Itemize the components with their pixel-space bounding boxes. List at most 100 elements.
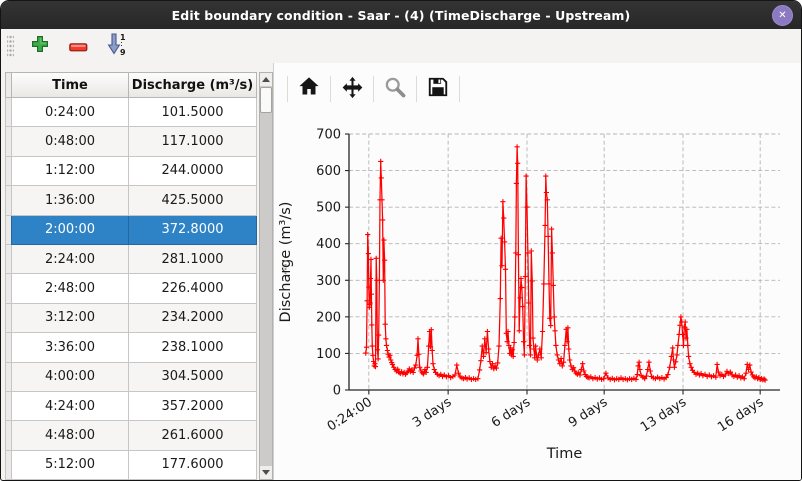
row-header-strip[interactable]: [5, 244, 11, 275]
discharge-cell[interactable]: 281.1000: [129, 244, 257, 275]
xtick-label: 6 days: [489, 395, 533, 431]
discharge-cell[interactable]: 425.5000: [129, 186, 257, 216]
column-header-discharge[interactable]: Discharge (m³/s): [129, 72, 257, 98]
table-row[interactable]: 4:00:00 304.5000: [5, 362, 257, 392]
row-header-strip[interactable]: [5, 215, 11, 245]
table-row[interactable]: 4:48:00 261.6000: [5, 421, 257, 451]
time-cell[interactable]: 1:12:00: [11, 156, 129, 187]
figure-canvas[interactable]: 0 100 200 300 400 500 600 700 0:24:00 3 days 6 day…: [274, 107, 801, 480]
remove-row-button[interactable]: [66, 34, 90, 58]
table-header: Time Discharge (m³/s): [5, 72, 257, 98]
plot-toolbar: [274, 71, 801, 107]
home-button[interactable]: [295, 75, 323, 103]
splitter-handle[interactable]: [284, 259, 287, 275]
time-cell[interactable]: 0:48:00: [11, 127, 129, 157]
row-header-strip[interactable]: [5, 274, 11, 304]
table-row[interactable]: 2:24:00 281.1000: [5, 244, 257, 275]
discharge-cell[interactable]: 177.6000: [129, 450, 257, 480]
sort-ascending-button[interactable]: 1 9: [104, 33, 128, 58]
row-header-strip[interactable]: [5, 450, 11, 480]
scrollbar-track[interactable]: [260, 86, 272, 466]
row-header-strip[interactable]: [5, 98, 11, 128]
discharge-cell[interactable]: 244.0000: [129, 156, 257, 187]
svg-text:1: 1: [120, 33, 126, 42]
time-cell[interactable]: 4:00:00: [11, 362, 129, 392]
table-row[interactable]: 5:12:00 177.6000: [5, 450, 257, 480]
discharge-cell[interactable]: 234.2000: [129, 303, 257, 334]
x-axis-label: Time: [546, 446, 583, 462]
table-row[interactable]: 2:48:00 226.4000: [5, 274, 257, 304]
plus-icon: [31, 35, 49, 57]
time-cell[interactable]: 2:00:00: [11, 215, 129, 245]
boundary-table: Time Discharge (m³/s) 0:24:00 101.5000 0:4…: [5, 72, 257, 480]
minus-icon: [68, 37, 88, 56]
titlebar[interactable]: Edit boundary condition - Saar - (4) (Ti…: [1, 1, 801, 29]
discharge-series-markers: [363, 144, 768, 383]
xtick-label: 13 days: [638, 395, 689, 436]
table-scrollbar[interactable]: [259, 72, 273, 480]
ytick-label: 0: [333, 384, 341, 399]
toolbar-separator: [373, 76, 374, 102]
row-header-strip[interactable]: [5, 362, 11, 392]
table-row[interactable]: 0:48:00 117.1000: [5, 127, 257, 157]
discharge-cell[interactable]: 357.2000: [129, 391, 257, 422]
table-corner-cell: [5, 72, 11, 98]
row-toolbar: 1 9: [1, 29, 801, 63]
column-header-time[interactable]: Time: [11, 72, 129, 98]
figure-svg: 0 100 200 300 400 500 600 700 0:24:00 3 days 6 day…: [278, 128, 780, 462]
svg-text:9: 9: [120, 48, 126, 56]
toolbar-drag-handle[interactable]: [7, 35, 14, 57]
scroll-down-button[interactable]: [260, 466, 272, 479]
close-button[interactable]: ✕: [772, 4, 793, 26]
row-header-strip[interactable]: [5, 421, 11, 451]
discharge-cell[interactable]: 238.1000: [129, 333, 257, 363]
xtick-label: 16 days: [715, 395, 766, 436]
pan-icon: [341, 76, 364, 103]
xtick-label: 9 days: [566, 395, 610, 431]
pan-button[interactable]: [338, 75, 366, 103]
toolbar-separator: [287, 76, 288, 102]
time-cell[interactable]: 4:48:00: [11, 421, 129, 451]
row-header-strip[interactable]: [5, 156, 11, 187]
xtick-label: 0:24:00: [325, 395, 375, 435]
time-cell[interactable]: 0:24:00: [11, 98, 129, 128]
time-cell[interactable]: 3:36:00: [11, 333, 129, 363]
table-row[interactable]: 3:12:00 234.2000: [5, 303, 257, 334]
table-row[interactable]: 3:36:00 238.1000: [5, 333, 257, 363]
ytick-label: 100: [316, 347, 341, 362]
time-cell[interactable]: 2:24:00: [11, 244, 129, 275]
arrow-up-icon: [262, 77, 270, 82]
discharge-cell[interactable]: 117.1000: [129, 127, 257, 157]
row-header-strip[interactable]: [5, 333, 11, 363]
table-row[interactable]: 1:36:00 425.5000: [5, 186, 257, 216]
scrollbar-thumb[interactable]: [260, 87, 272, 113]
save-button[interactable]: [424, 75, 452, 103]
table-row[interactable]: 2:00:00 372.8000: [5, 215, 257, 245]
time-cell[interactable]: 3:12:00: [11, 303, 129, 334]
toolbar-separator: [330, 76, 331, 102]
time-cell[interactable]: 1:36:00: [11, 186, 129, 216]
time-cell[interactable]: 5:12:00: [11, 450, 129, 480]
ytick-label: 400: [316, 237, 341, 252]
row-header-strip[interactable]: [5, 127, 11, 157]
zoom-button[interactable]: [381, 75, 409, 103]
table-body: 0:24:00 101.5000 0:48:00 117.1000 1:12:00 244…: [5, 98, 257, 480]
ytick-label: 500: [316, 201, 341, 216]
scroll-up-button[interactable]: [260, 73, 272, 86]
discharge-cell[interactable]: 261.6000: [129, 421, 257, 451]
row-header-strip[interactable]: [5, 391, 11, 422]
row-header-strip[interactable]: [5, 186, 11, 216]
row-header-strip[interactable]: [5, 303, 11, 334]
table-row[interactable]: 0:24:00 101.5000: [5, 98, 257, 128]
discharge-cell[interactable]: 226.4000: [129, 274, 257, 304]
add-row-button[interactable]: [28, 34, 52, 58]
table-row[interactable]: 1:12:00 244.0000: [5, 156, 257, 187]
discharge-cell[interactable]: 372.8000: [129, 215, 257, 245]
ytick-label: 700: [316, 128, 341, 143]
table-row[interactable]: 4:24:00 357.2000: [5, 391, 257, 422]
time-cell[interactable]: 4:24:00: [11, 391, 129, 422]
discharge-cell[interactable]: 304.5000: [129, 362, 257, 392]
discharge-cell[interactable]: 101.5000: [129, 98, 257, 128]
time-cell[interactable]: 2:48:00: [11, 274, 129, 304]
